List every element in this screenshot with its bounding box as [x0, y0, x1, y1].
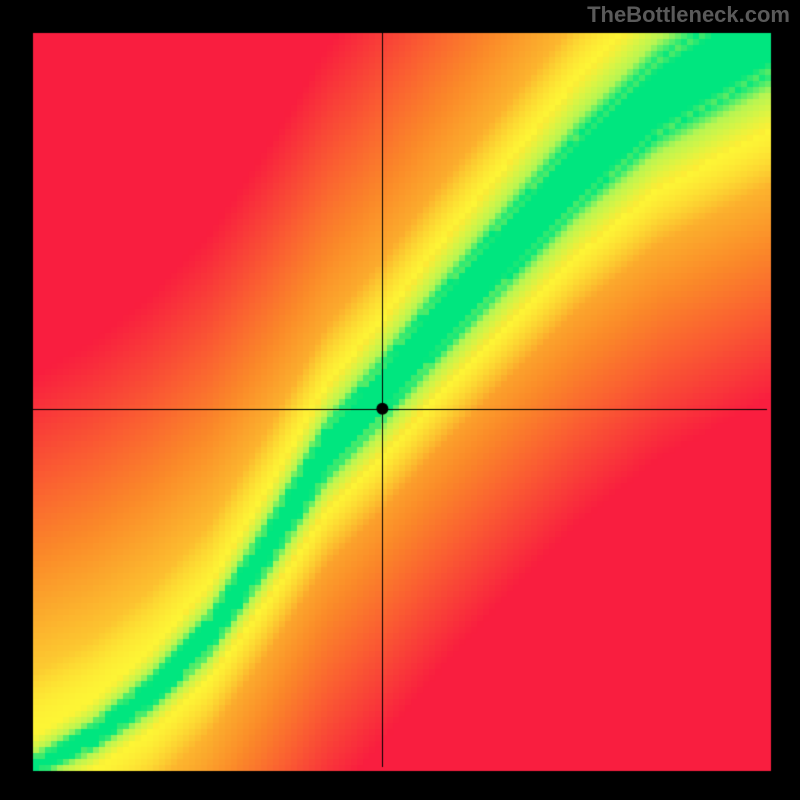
watermark-text: TheBottleneck.com	[587, 2, 790, 28]
bottleneck-heatmap	[0, 0, 800, 800]
chart-container: TheBottleneck.com	[0, 0, 800, 800]
